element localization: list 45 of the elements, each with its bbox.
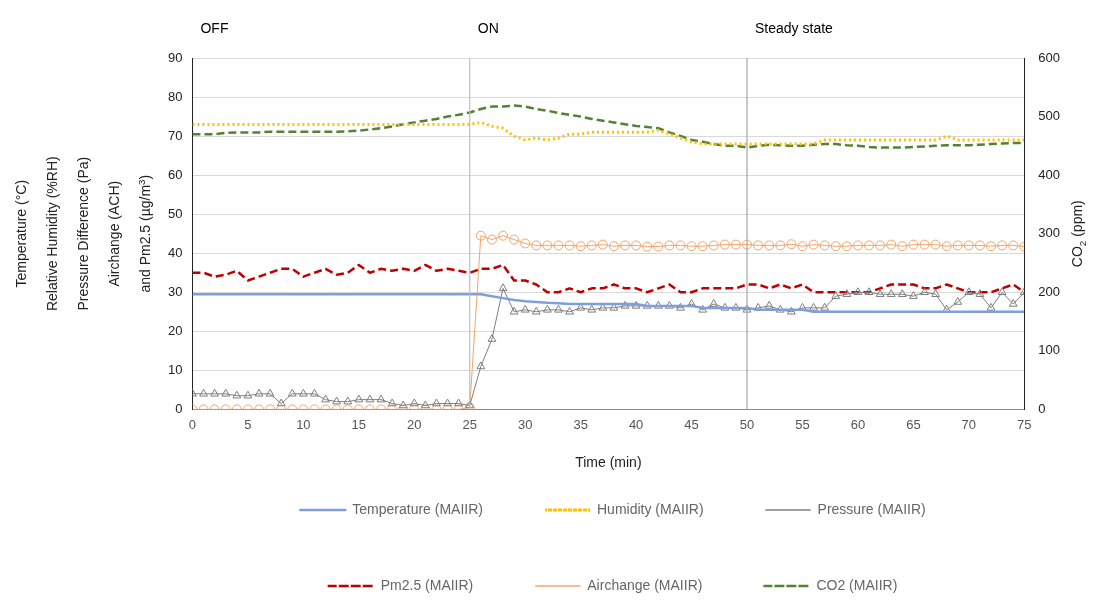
y-tick-label: 50 <box>167 205 183 221</box>
text: Steady state <box>755 20 834 36</box>
x-tick-label: 50 <box>739 416 755 432</box>
x-tick-label: 75 <box>1017 416 1032 432</box>
y-tick-label: 90 <box>167 49 183 65</box>
legend-label: Temperature (MAIIR) <box>352 500 484 517</box>
x-tick-label: 10 <box>296 416 311 432</box>
y-tick-label: 60 <box>167 166 183 182</box>
x-tick-label: 65 <box>906 416 921 432</box>
legend-label: Pm2.5 (MAIIR) <box>380 576 474 593</box>
y2-tick-label: 200 <box>1038 283 1061 299</box>
y2-tick-label: 500 <box>1038 108 1061 124</box>
x-tick-label: 25 <box>462 416 477 432</box>
legend-label: Pressure (MAIIR) <box>817 500 926 517</box>
x-tick-label: 55 <box>795 416 810 432</box>
y-tick-label: 20 <box>167 322 183 338</box>
y-tick-label: 30 <box>167 283 183 299</box>
x-tick-label: 5 <box>244 416 252 432</box>
y2-tick-label: 0 <box>1038 400 1046 416</box>
legend-label: Airchange (MAIIR) <box>587 576 703 593</box>
x-tick-label: 60 <box>850 416 866 432</box>
x-tick-label: 0 <box>188 416 197 432</box>
x-tick-label: 45 <box>684 416 699 432</box>
legend-label: CO2 (MAIIR) <box>816 576 898 593</box>
y-tick-label: 80 <box>167 88 183 104</box>
y2-tick-label: 400 <box>1038 166 1061 182</box>
text: OFF <box>200 20 229 36</box>
x-axis-title: Time (min) <box>575 454 642 471</box>
x-tick-label: 15 <box>351 416 367 432</box>
x-tick-label: 35 <box>573 416 588 432</box>
line-series <box>192 120 1025 146</box>
legend-label: Humidity (MAIIR) <box>597 500 704 517</box>
x-tick-label: 20 <box>407 416 422 432</box>
y-tick-label: 0 <box>175 400 183 416</box>
x-tick-label: 40 <box>628 416 644 432</box>
text: ON <box>477 20 499 36</box>
y2-axis-title: CO2 (ppm) <box>1069 200 1088 268</box>
y2-tick-label: 600 <box>1038 49 1061 65</box>
x-tick-label: 70 <box>961 416 977 432</box>
x-tick-label: 30 <box>517 416 533 432</box>
y-tick-label: 10 <box>167 361 183 377</box>
y-tick-label: 40 <box>167 244 183 260</box>
y2-tick-label: 300 <box>1038 225 1061 241</box>
y2-tick-label: 100 <box>1038 342 1061 358</box>
y-tick-label: 70 <box>167 127 183 143</box>
